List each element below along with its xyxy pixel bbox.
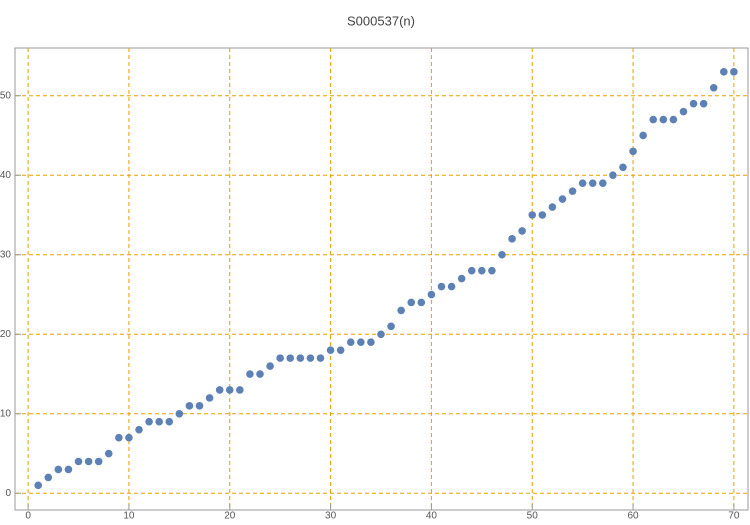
- point: [679, 107, 688, 116]
- point: [195, 402, 204, 410]
- point: [437, 282, 446, 291]
- point: [236, 386, 244, 394]
- point: [558, 195, 567, 203]
- point: [256, 370, 264, 378]
- point: [508, 235, 516, 243]
- point: [135, 425, 143, 434]
- point: [669, 115, 678, 124]
- point: [387, 322, 395, 331]
- y-tick-label: 0: [5, 488, 11, 499]
- point: [266, 362, 274, 370]
- point: [578, 179, 587, 187]
- point: [286, 354, 295, 362]
- point: [367, 338, 375, 347]
- point: [548, 203, 557, 211]
- point: [205, 394, 214, 402]
- point: [44, 473, 53, 482]
- point: [296, 354, 305, 362]
- y-tick-label: 40: [0, 170, 11, 181]
- point: [730, 68, 738, 76]
- x-tick-label: 0: [25, 511, 31, 520]
- point: [155, 417, 163, 426]
- y-tick-label: 50: [0, 90, 11, 101]
- point: [588, 179, 597, 187]
- point: [94, 457, 103, 466]
- point: [115, 433, 123, 442]
- x-tick-label: 40: [426, 511, 438, 520]
- point: [377, 330, 385, 339]
- x-tick-label: 10: [123, 511, 135, 520]
- x-tick-label: 70: [728, 511, 740, 520]
- point: [528, 211, 537, 219]
- point: [246, 370, 254, 378]
- y-tick-label: 30: [0, 249, 11, 260]
- point: [165, 417, 174, 426]
- y-tick-label: 20: [0, 329, 11, 340]
- point: [659, 115, 668, 124]
- point: [316, 354, 325, 362]
- point: [417, 298, 426, 307]
- point: [104, 449, 113, 458]
- point: [185, 402, 194, 410]
- point: [346, 338, 355, 347]
- chart-title: S000537(n): [347, 13, 415, 28]
- point: [699, 99, 708, 108]
- point: [689, 99, 698, 108]
- point: [215, 386, 224, 394]
- point: [54, 465, 63, 474]
- point: [225, 386, 234, 394]
- point: [467, 266, 476, 275]
- plot-frame: [14, 47, 749, 511]
- point: [720, 68, 728, 76]
- x-tick-label: 60: [627, 511, 639, 520]
- point: [407, 298, 416, 307]
- point: [74, 457, 83, 466]
- point: [306, 354, 315, 362]
- x-tick-label: 50: [527, 511, 539, 520]
- point: [175, 409, 184, 418]
- x-tick-label: 20: [224, 511, 236, 520]
- point: [447, 282, 456, 291]
- point: [619, 163, 627, 172]
- x-tick-label: 30: [325, 511, 337, 520]
- point: [709, 83, 718, 92]
- point: [498, 250, 506, 259]
- point: [478, 266, 486, 275]
- point: [488, 266, 496, 275]
- point: [84, 457, 93, 466]
- y-tick-label: 10: [0, 408, 11, 419]
- point: [276, 354, 284, 362]
- point: [397, 306, 405, 315]
- point: [609, 171, 617, 180]
- point: [357, 338, 365, 347]
- point: [336, 346, 345, 354]
- point: [457, 274, 466, 283]
- point: [64, 465, 73, 474]
- point: [125, 433, 133, 442]
- point: [649, 115, 658, 124]
- point: [538, 211, 547, 219]
- point: [599, 179, 607, 187]
- point: [518, 227, 526, 235]
- point: [629, 147, 637, 156]
- point: [639, 131, 647, 140]
- point: [34, 481, 42, 490]
- point: [427, 290, 436, 299]
- point: [145, 417, 153, 426]
- point: [568, 187, 577, 195]
- point: [326, 346, 335, 354]
